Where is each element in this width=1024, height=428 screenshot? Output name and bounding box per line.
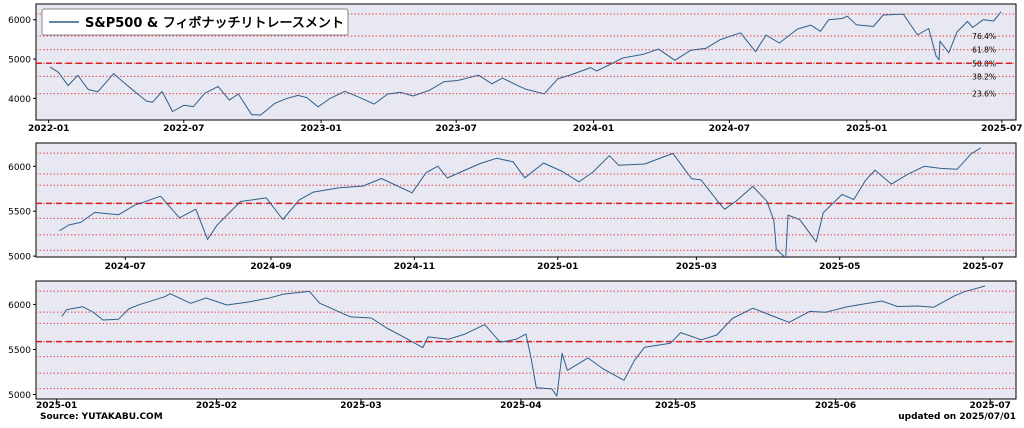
panel-2-ytick-label-2: 5500	[8, 208, 31, 218]
legend-box	[41, 8, 349, 36]
panel-3-background	[35, 280, 1017, 400]
panel-3-xtick-label-7: 2025-07	[970, 401, 1011, 411]
panel-1-xtick-label-4: 2023-07	[436, 124, 477, 134]
panel-1-fib-label-2: 76.4%	[972, 32, 996, 41]
panel-1-ytick-label-2: 5000	[8, 56, 31, 66]
panel-1-fib-label-5: 38.2%	[972, 72, 996, 81]
panel-3-xtick-label-2: 2025-02	[196, 401, 237, 411]
panel-1-fib-label-4: 50.0%	[972, 59, 996, 68]
panel-2-xtick-label-2: 2024-09	[250, 262, 291, 272]
panel-3-xtick-label-3: 2025-03	[340, 401, 381, 411]
panel-1-fib-label-6: 23.6%	[972, 90, 996, 99]
panel-2-xtick-label-5: 2025-03	[676, 262, 717, 272]
panel-2-xtick-label-1: 2024-07	[105, 262, 146, 272]
panel-2-ytick-label-3: 6000	[8, 163, 31, 173]
panel-3-xtick-label-4: 2025-04	[500, 401, 541, 411]
panel-1-xtick-label-1: 2022-01	[28, 124, 69, 134]
panel-1-xtick-label-6: 2024-07	[709, 124, 750, 134]
panel-3-ytick-label-3: 6000	[8, 301, 31, 311]
panel-3-ytick-label-1: 5000	[8, 391, 31, 401]
panel-1-xtick-label-7: 2025-01	[846, 124, 887, 134]
panel-1-fib-label-3: 61.8%	[972, 46, 996, 55]
panel-3-ytick-label-2: 5500	[8, 346, 31, 356]
legend-label: S&P500 & フィボナッチリトレースメント	[85, 15, 344, 31]
panel-2-xtick-label-6: 2025-05	[819, 262, 860, 272]
panel-1-xtick-label-3: 2023-01	[300, 124, 341, 134]
panel-2-background	[35, 142, 1017, 258]
panel-2-ytick-label-1: 5000	[8, 253, 31, 263]
panel-1-xtick-label-5: 2024-01	[573, 124, 614, 134]
panel-3-series-line-1	[61, 285, 986, 397]
panel-1-xtick-label-2: 2022-07	[163, 124, 204, 134]
panel-3-xtick-label-5: 2025-05	[655, 401, 696, 411]
source-note: Source: YUTAKABU.COM	[40, 412, 163, 422]
panel-1-ytick-label-3: 6000	[8, 16, 31, 26]
panel-2-series-line-1	[59, 147, 981, 259]
panel-2-xtick-label-3: 2024-11	[394, 262, 435, 272]
panel-2-xtick-label-4: 2025-01	[537, 262, 578, 272]
panel-2-xtick-label-7: 2025-07	[962, 262, 1003, 272]
panel-1-xtick-label-8: 2025-07	[981, 124, 1022, 134]
panel-3-xtick-label-1: 2025-01	[36, 401, 77, 411]
updated-note: updated on 2025/07/01	[898, 412, 1016, 422]
panel-1-ytick-label-1: 4000	[8, 95, 31, 105]
panel-3-xtick-label-6: 2025-06	[815, 401, 856, 411]
panel-1-series-line-1	[49, 11, 1002, 116]
